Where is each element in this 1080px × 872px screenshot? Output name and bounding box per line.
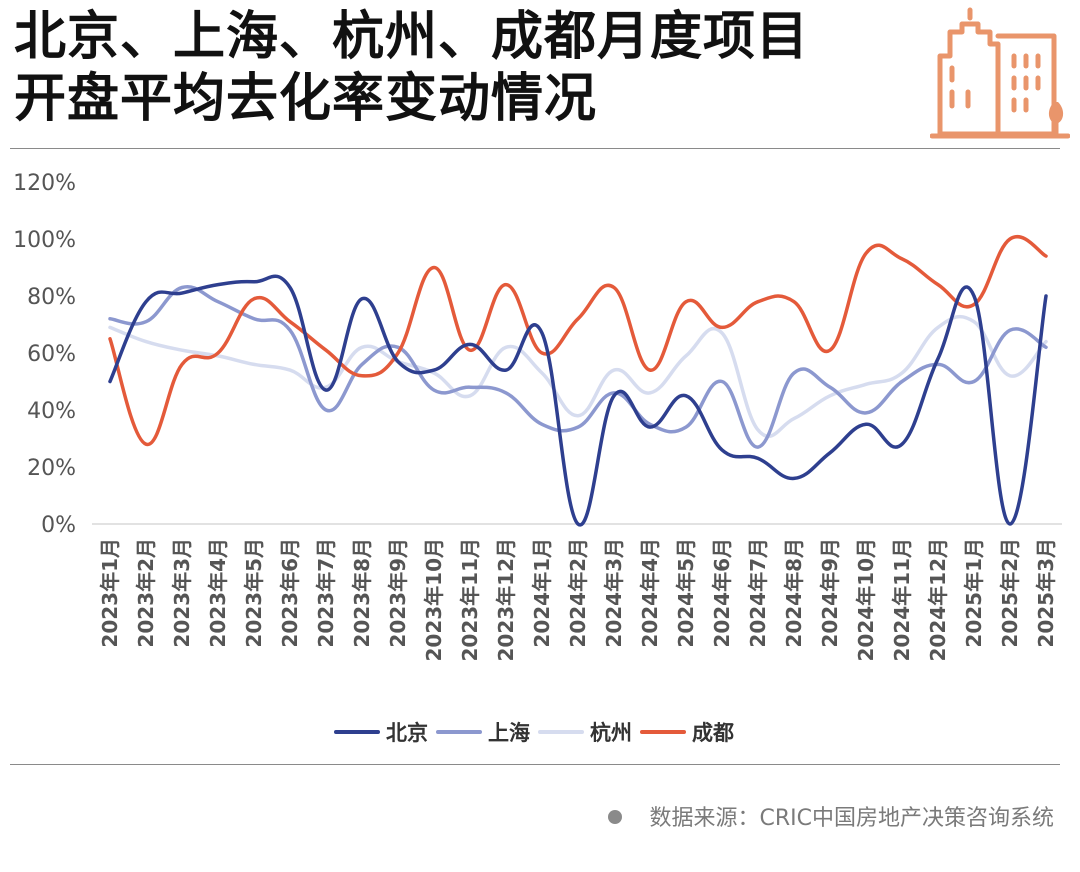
series-layer (108, 235, 1048, 527)
y-tick-label: 20% (27, 456, 76, 481)
footer-divider (10, 764, 1060, 765)
x-tick-label: 2023年7月 (314, 538, 338, 648)
x-tick-label: 2023年5月 (242, 538, 266, 648)
x-tick-label: 2024年2月 (566, 538, 590, 648)
data-source: 数据来源：CRIC中国房地产决策咨询系统 (607, 800, 1055, 832)
x-tick-label: 2024年11月 (890, 538, 914, 662)
x-tick-label: 2024年8月 (782, 538, 806, 648)
x-tick-label: 2023年1月 (98, 538, 122, 648)
title-divider (10, 148, 1060, 149)
x-tick-label: 2025年1月 (962, 538, 986, 648)
series-line-shanghai (108, 284, 1048, 449)
x-tick-label: 2023年6月 (278, 538, 302, 648)
x-axis: 2023年1月 2023年2月 2023年3月 2023年4月 2023年5月 2023年… (98, 538, 1058, 662)
legend-item-shanghai: 上海 (436, 721, 530, 745)
y-tick-label: 60% (27, 342, 76, 367)
title-line-1: 北京、上海、杭州、成都月度项目 (14, 7, 810, 67)
x-tick-label: 2023年3月 (170, 538, 194, 648)
x-tick-label: 2023年4月 (206, 538, 230, 648)
y-tick-label: 40% (27, 399, 76, 424)
x-tick-label: 2024年4月 (638, 538, 662, 648)
bullet-dot-icon (607, 810, 622, 824)
series-line-hangzhou (108, 314, 1048, 439)
x-tick-label: 2025年2月 (998, 538, 1022, 648)
y-tick-label: 80% (27, 285, 76, 310)
x-tick-label: 2025年3月 (1034, 538, 1058, 648)
x-tick-label: 2023年10月 (422, 538, 446, 662)
y-tick-label: 0% (41, 513, 76, 538)
legend: 北京 上海 杭州 成都 (334, 721, 734, 745)
legend-item-beijing: 北京 (334, 721, 428, 745)
y-tick-label: 120% (13, 171, 76, 196)
legend-label: 杭州 (590, 721, 632, 745)
y-axis: 0% 20% 40% 60% 80% 100% 120% (13, 171, 1062, 538)
x-tick-label: 2024年12月 (926, 538, 950, 662)
x-tick-label: 2023年9月 (386, 538, 410, 648)
x-tick-label: 2024年10月 (854, 538, 878, 662)
x-tick-label: 2023年8月 (350, 538, 374, 648)
x-tick-label: 2024年1月 (530, 538, 554, 648)
legend-label: 北京 (386, 721, 428, 745)
x-tick-label: 2024年9月 (818, 538, 842, 648)
legend-item-chengdu: 成都 (640, 721, 734, 745)
chart-title: 北京、上海、杭州、成都月度项目 开盘平均去化率变动情况 (14, 6, 809, 130)
line-chart: 0%20%40%60%80%100%120% 2023年1月 2023年2月 202… (13, 171, 1062, 745)
x-tick-label: 2023年2月 (134, 538, 158, 648)
title-line-2: 开盘平均去化率变动情况 (14, 69, 598, 129)
x-tick-label: 2024年7月 (746, 538, 770, 648)
x-tick-label: 2024年6月 (710, 538, 734, 648)
legend-label: 成都 (692, 721, 734, 745)
x-tick-label: 2024年5月 (674, 538, 698, 648)
y-tick-label: 100% (13, 228, 76, 253)
series-line-chengdu (108, 235, 1048, 446)
x-tick-label: 2023年11月 (458, 538, 482, 662)
x-tick-label: 2023年12月 (494, 538, 518, 662)
x-tick-label: 2024年3月 (602, 538, 626, 648)
legend-label: 上海 (488, 721, 530, 745)
legend-item-hangzhou: 杭州 (538, 721, 632, 745)
source-text: 数据来源：CRIC中国房地产决策咨询系统 (649, 806, 1055, 831)
city-buildings-icon (930, 7, 1070, 139)
series-line-beijing (108, 274, 1048, 527)
